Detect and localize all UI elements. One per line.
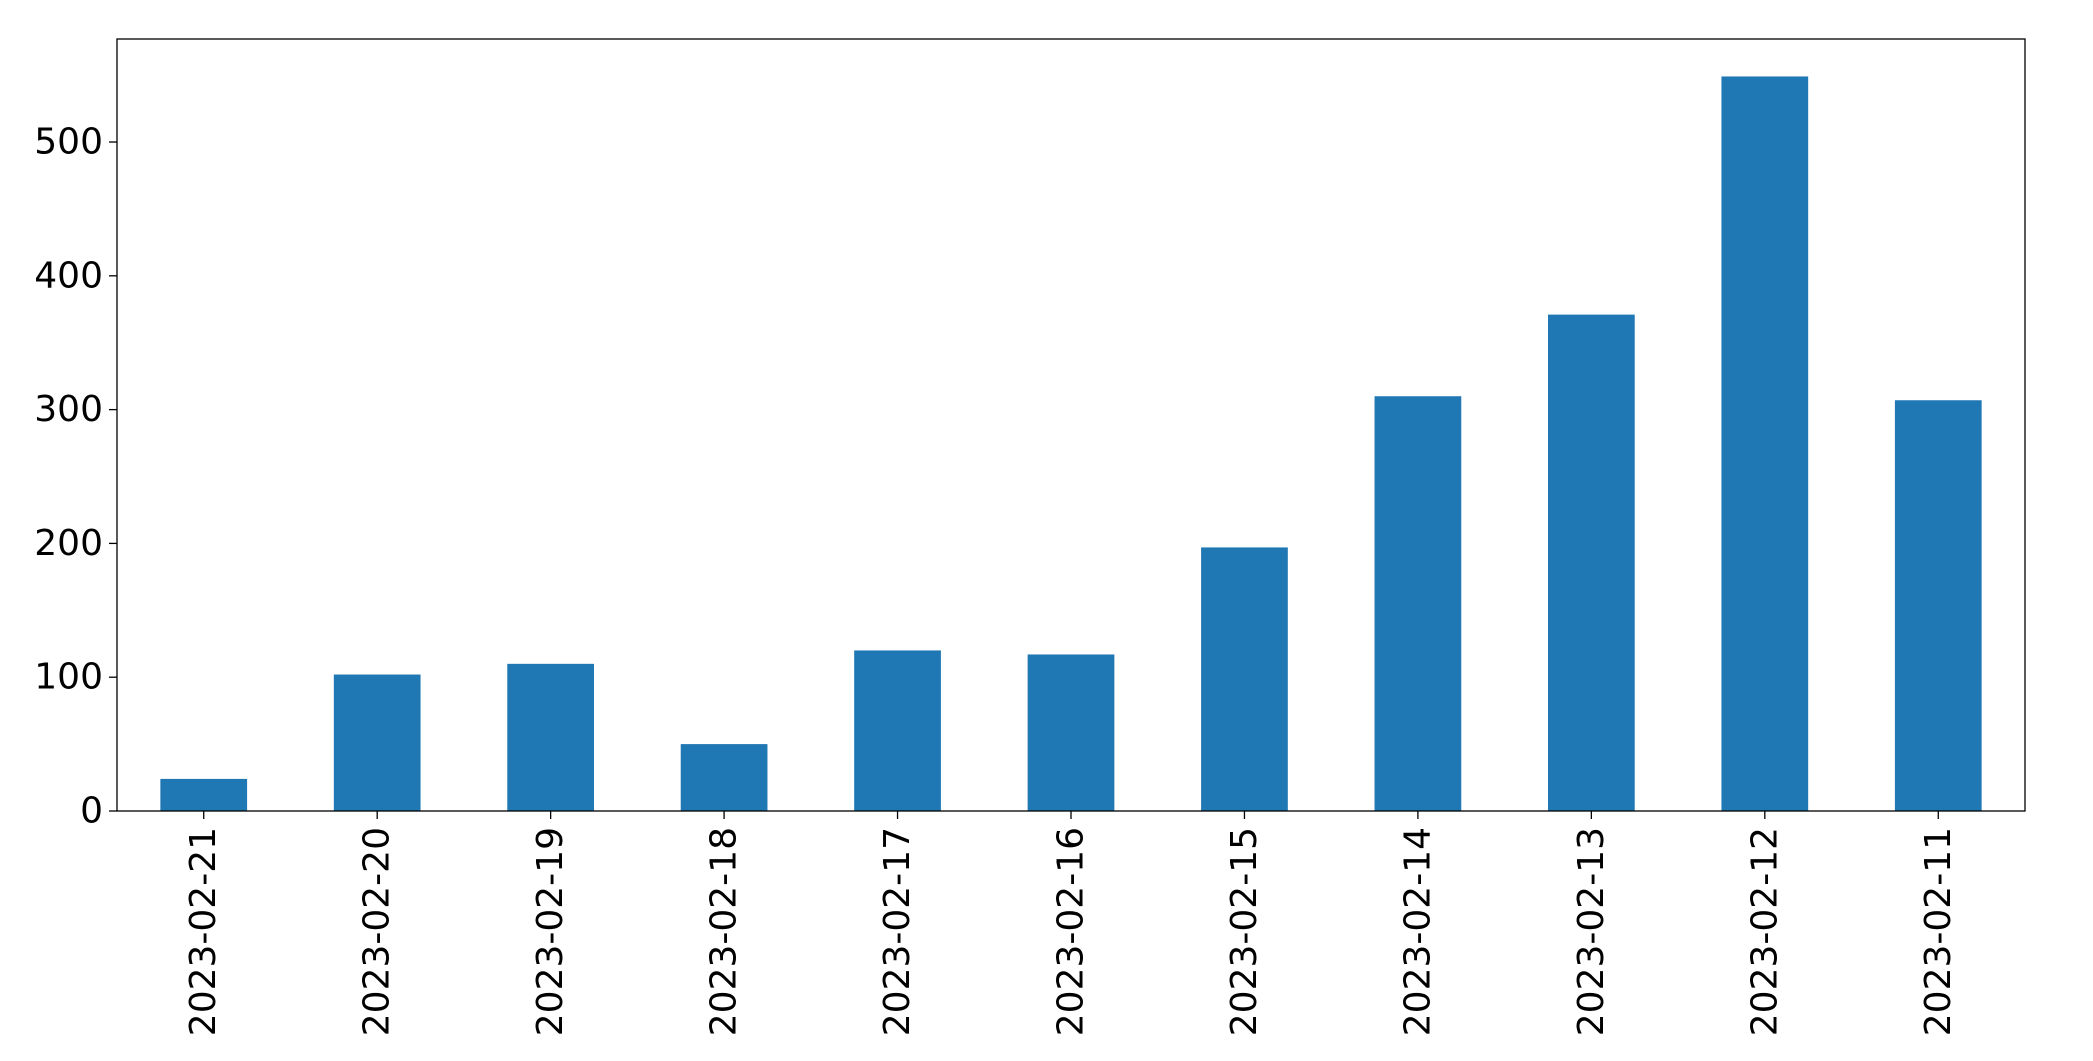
bars <box>160 76 1982 811</box>
x-tick-label: 2023-02-16 <box>1051 827 1092 1036</box>
y-tick-label: 400 <box>34 255 103 296</box>
bar <box>160 778 248 811</box>
y-tick-label: 300 <box>34 389 103 430</box>
x-tick-label: 2023-02-13 <box>1571 827 1612 1036</box>
x-tick-label: 2023-02-21 <box>183 827 224 1036</box>
x-axis-ticks: 2023-02-21 2023-02-20 2023-02-19 2023-02-18… <box>183 811 1959 1036</box>
bar <box>1721 76 1809 811</box>
x-tick-label: 2023-02-15 <box>1224 827 1265 1036</box>
x-tick-label: 2023-02-11 <box>1918 827 1959 1036</box>
x-tick-label: 2023-02-12 <box>1744 827 1785 1036</box>
bar <box>1027 654 1115 811</box>
plot-frame <box>116 38 2026 812</box>
bar <box>854 650 941 811</box>
x-tick-label: 2023-02-19 <box>530 827 571 1036</box>
y-axis-ticks: 0 100 200 300 400 500 <box>34 122 117 832</box>
bar <box>1374 396 1462 811</box>
x-tick-label: 2023-02-18 <box>704 827 745 1036</box>
bar <box>680 744 768 811</box>
y-tick-label: 0 <box>80 791 103 832</box>
bar <box>507 663 594 811</box>
y-tick-label: 500 <box>34 122 103 163</box>
x-tick-label: 2023-02-20 <box>357 827 398 1036</box>
y-tick-label: 200 <box>34 523 103 564</box>
x-tick-label: 2023-02-17 <box>877 827 918 1036</box>
bar <box>1548 314 1635 811</box>
bar <box>1201 547 1288 811</box>
y-tick-label: 100 <box>34 657 103 698</box>
bar <box>1894 400 1982 811</box>
bar <box>333 674 421 811</box>
x-tick-label: 2023-02-14 <box>1397 827 1438 1036</box>
